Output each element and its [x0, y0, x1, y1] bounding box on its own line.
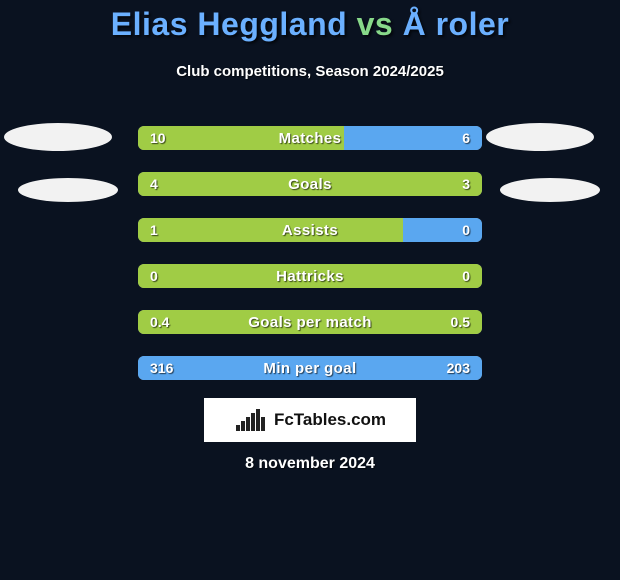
stat-label: Goals: [138, 172, 482, 196]
stat-label: Matches: [138, 126, 482, 150]
bar-chart-icon: [234, 407, 268, 433]
stat-row: 43Goals: [138, 172, 482, 196]
title-vs: vs: [357, 6, 403, 42]
stat-label: Assists: [138, 218, 482, 242]
stat-label: Goals per match: [138, 310, 482, 334]
player-photo-placeholder: [4, 123, 112, 151]
subtitle: Club competitions, Season 2024/2025: [0, 63, 620, 80]
date-label: 8 november 2024: [0, 455, 620, 473]
fctables-logo: FcTables.com: [204, 398, 416, 442]
stat-row: 106Matches: [138, 126, 482, 150]
player-photo-placeholder: [486, 123, 594, 151]
logo-text: FcTables.com: [274, 410, 386, 430]
stat-label: Hattricks: [138, 264, 482, 288]
stat-row: 10Assists: [138, 218, 482, 242]
stat-label: Min per goal: [138, 356, 482, 380]
page-title: Elias Heggland vs Å roler: [0, 6, 620, 43]
title-left: Elias Heggland: [111, 6, 357, 42]
stat-row: 00Hattricks: [138, 264, 482, 288]
title-right: Å roler: [403, 6, 510, 42]
stat-row: 316203Min per goal: [138, 356, 482, 380]
player-photo-placeholder: [18, 178, 118, 202]
player-photo-placeholder: [500, 178, 600, 202]
stat-row: 0.40.5Goals per match: [138, 310, 482, 334]
